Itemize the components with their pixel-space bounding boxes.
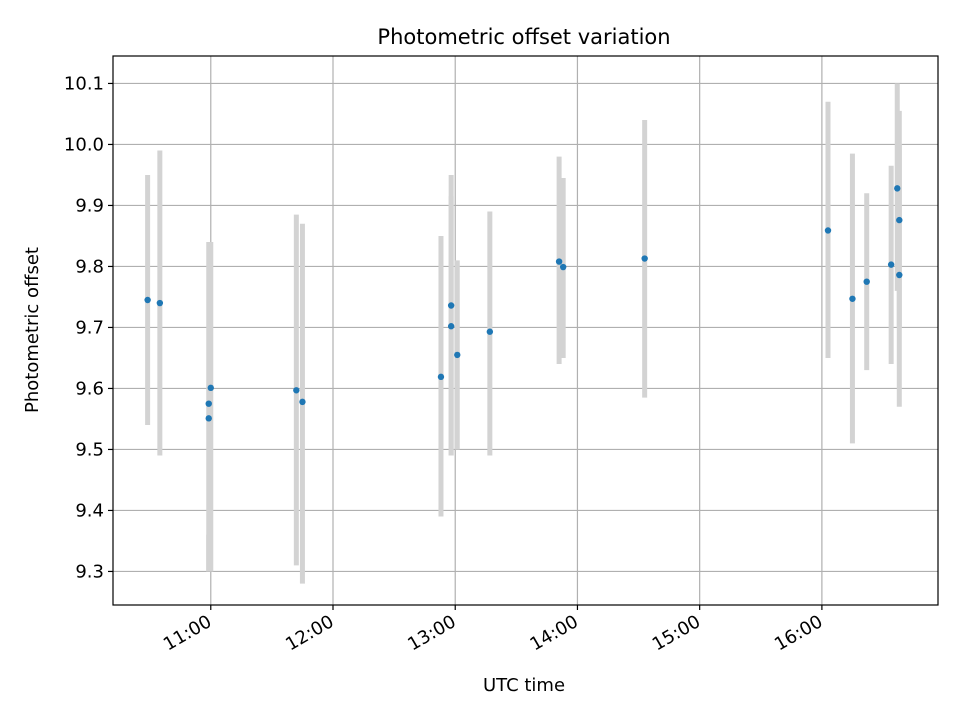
y-tick-label: 9.3 (75, 561, 104, 582)
y-tick-label: 9.8 (75, 256, 104, 277)
data-point (894, 185, 901, 192)
data-point (896, 271, 903, 279)
grid-lines (113, 56, 938, 605)
y-axis-label: Photometric offset (22, 247, 43, 413)
data-point (205, 400, 212, 407)
data-points (144, 185, 903, 422)
data-point (555, 258, 563, 265)
data-point (896, 216, 903, 224)
data-point (824, 227, 832, 234)
data-point (447, 302, 455, 309)
x-tick-label: 14:00 (527, 611, 582, 655)
data-point (447, 323, 455, 330)
x-tick-label: 15:00 (649, 611, 704, 655)
x-tick-label: 12:00 (282, 611, 337, 655)
x-tick-label: 13:00 (404, 611, 459, 655)
x-tick-label: 11:00 (160, 611, 215, 655)
x-axis-label: UTC time (483, 675, 565, 696)
data-point (559, 263, 567, 271)
data-point (887, 261, 895, 268)
data-point (437, 373, 445, 381)
data-point (863, 278, 870, 285)
chart-title: Photometric offset variation (377, 25, 670, 49)
data-point (156, 299, 164, 307)
data-point (144, 296, 151, 304)
y-tick-label: 9.4 (75, 500, 104, 521)
x-axis-ticks: 11:00 12:00 13:00 14:00 15:00 16:00 (160, 605, 826, 655)
y-tick-label: 9.6 (75, 378, 104, 399)
y-tick-label: 10.1 (64, 73, 104, 94)
data-point (641, 255, 648, 262)
y-tick-label: 9.9 (75, 195, 104, 216)
y-axis-ticks: 9.3 9.4 9.5 9.6 9.7 9.8 9.9 10.0 10.1 (64, 73, 113, 582)
data-point (293, 387, 300, 394)
data-point (454, 351, 461, 359)
plot-area-frame (112, 55, 939, 606)
y-tick-label: 10.0 (64, 134, 104, 155)
data-point (299, 398, 306, 406)
data-point (486, 328, 494, 335)
data-point (849, 295, 856, 302)
data-point (207, 384, 214, 392)
y-tick-label: 9.7 (75, 317, 104, 338)
y-tick-label: 9.5 (75, 439, 104, 460)
error-bars (145, 83, 902, 584)
data-point (205, 415, 212, 422)
x-tick-label: 16:00 (771, 611, 826, 655)
